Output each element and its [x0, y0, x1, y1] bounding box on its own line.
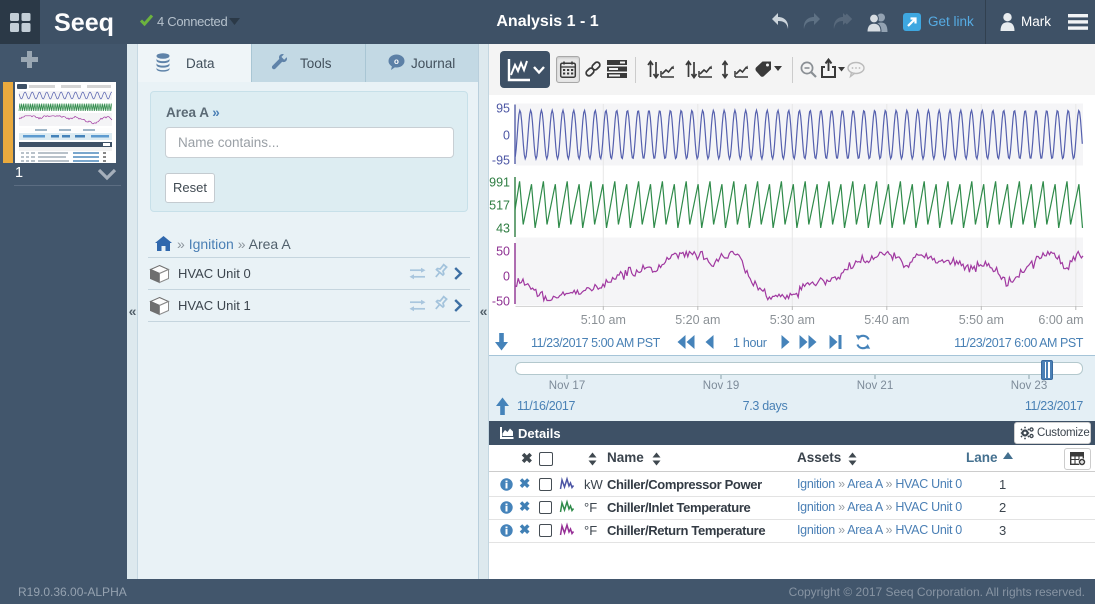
- svg-text:Seeq: Seeq: [54, 9, 114, 37]
- svg-text:-50: -50: [492, 295, 510, 309]
- svg-text:517: 517: [489, 199, 510, 213]
- svg-text:50: 50: [496, 245, 510, 259]
- svg-text:5:10 am: 5:10 am: [581, 313, 626, 327]
- svg-text:0: 0: [503, 129, 510, 143]
- svg-text:991: 991: [489, 176, 510, 190]
- svg-text:43: 43: [496, 222, 510, 236]
- svg-text:5:20 am: 5:20 am: [675, 313, 720, 327]
- svg-text:5:40 am: 5:40 am: [864, 313, 909, 327]
- svg-text:-95: -95: [492, 154, 510, 168]
- svg-text:95: 95: [496, 102, 510, 116]
- svg-text:5:50 am: 5:50 am: [959, 313, 1004, 327]
- svg-text:0: 0: [503, 270, 510, 284]
- svg-text:5:30 am: 5:30 am: [770, 313, 815, 327]
- svg-text:6:00 am: 6:00 am: [1038, 313, 1083, 327]
- svg-text:o: o: [394, 57, 399, 66]
